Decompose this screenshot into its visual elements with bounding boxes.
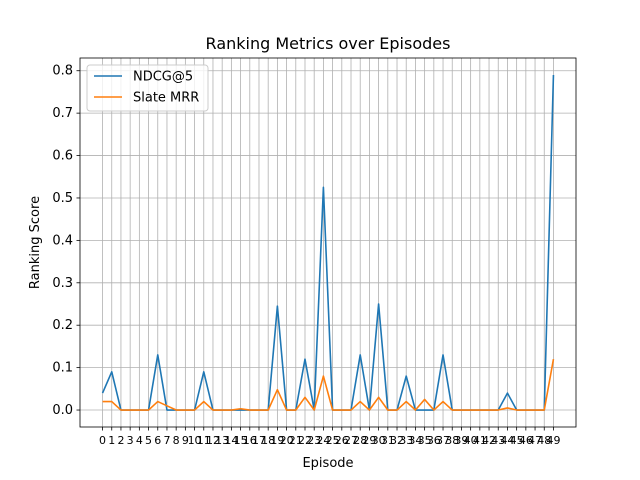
x-tick-label: 30: [372, 434, 386, 447]
x-axis-label: Episode: [302, 456, 353, 471]
x-tick-label: 34: [408, 434, 422, 447]
x-tick-label: 8: [173, 434, 180, 447]
x-tick-label: 35: [418, 434, 432, 447]
x-tick-label: 37: [436, 434, 450, 447]
plot-frame: [79, 57, 577, 428]
x-tick-label: 46: [519, 434, 533, 447]
y-tick-label: 0.7: [52, 106, 73, 121]
x-tick-label: 0: [99, 434, 106, 447]
x-tick-label: 5: [145, 434, 152, 447]
series-lines: [101, 74, 555, 411]
legend-label-ndcg: NDCG@5: [133, 70, 193, 85]
x-tick-label: 28: [353, 434, 367, 447]
grid: [80, 58, 576, 427]
x-tick-label: 1: [108, 434, 115, 447]
x-tick-label: 48: [537, 434, 551, 447]
x-tick-label: 24: [316, 434, 330, 447]
x-tick-label: 17: [252, 434, 266, 447]
plot-area: [80, 58, 576, 427]
y-tick-label: 0.6: [52, 149, 73, 164]
x-tick-label: 11: [197, 434, 211, 447]
x-tick-label: 43: [491, 434, 505, 447]
x-tick-label: 41: [473, 434, 487, 447]
x-tick-label: 12: [206, 434, 220, 447]
x-tick-label: 9: [182, 434, 189, 447]
axis-ticks: 0 1 2 3 4 5 6 7 8 9101112131415161718192021222324…: [52, 64, 560, 447]
x-tick-label: 27: [344, 434, 358, 447]
y-tick-label: 0.2: [52, 318, 73, 333]
x-tick-label: 47: [528, 434, 542, 447]
x-tick-label: 7: [163, 434, 170, 447]
x-tick-label: 42: [482, 434, 496, 447]
x-tick-label: 20: [280, 434, 294, 447]
x-tick-label: 33: [399, 434, 413, 447]
x-tick-label: 31: [381, 434, 395, 447]
x-tick-label: 45: [510, 434, 524, 447]
x-tick-label: 4: [136, 434, 143, 447]
x-tick-label: 10: [188, 434, 202, 447]
y-tick-label: 0.4: [52, 233, 73, 248]
x-tick-label: 49: [546, 434, 560, 447]
x-tick-label: 13: [215, 434, 229, 447]
y-tick-label: 0.8: [52, 64, 73, 79]
x-tick-label: 40: [464, 434, 478, 447]
legend: NDCG@5 Slate MRR: [86, 64, 209, 112]
chart-title: Ranking Metrics over Episodes: [206, 34, 451, 53]
x-tick-label: 15: [234, 434, 248, 447]
x-tick-label: 44: [500, 434, 514, 447]
x-tick-label: 6: [154, 434, 161, 447]
x-tick-label: 18: [261, 434, 275, 447]
x-tick-label: 38: [445, 434, 459, 447]
y-tick-label: 0.3: [52, 276, 73, 291]
x-tick-label: 14: [224, 434, 238, 447]
x-tick-label: 22: [298, 434, 312, 447]
x-tick-label: 25: [326, 434, 340, 447]
x-tick-label: 39: [454, 434, 468, 447]
x-tick-label: 3: [127, 434, 134, 447]
legend-label-mrr: Slate MRR: [133, 91, 199, 106]
x-tick-label: 19: [270, 434, 284, 447]
x-tick-label: 32: [390, 434, 404, 447]
y-tick-label: 0.5: [52, 191, 73, 206]
x-tick-label: 29: [362, 434, 376, 447]
x-tick-label: 2: [117, 434, 124, 447]
x-tick-label: 21: [289, 434, 303, 447]
x-tick-label: 16: [243, 434, 257, 447]
y-tick-label: 0.1: [52, 361, 73, 376]
y-axis-label: Ranking Score: [28, 196, 43, 289]
x-tick-label: 36: [427, 434, 441, 447]
x-tick-label: 23: [307, 434, 321, 447]
x-tick-label: 26: [335, 434, 349, 447]
y-tick-label: 0.0: [52, 403, 73, 418]
series-line-mrr: [102, 358, 555, 411]
